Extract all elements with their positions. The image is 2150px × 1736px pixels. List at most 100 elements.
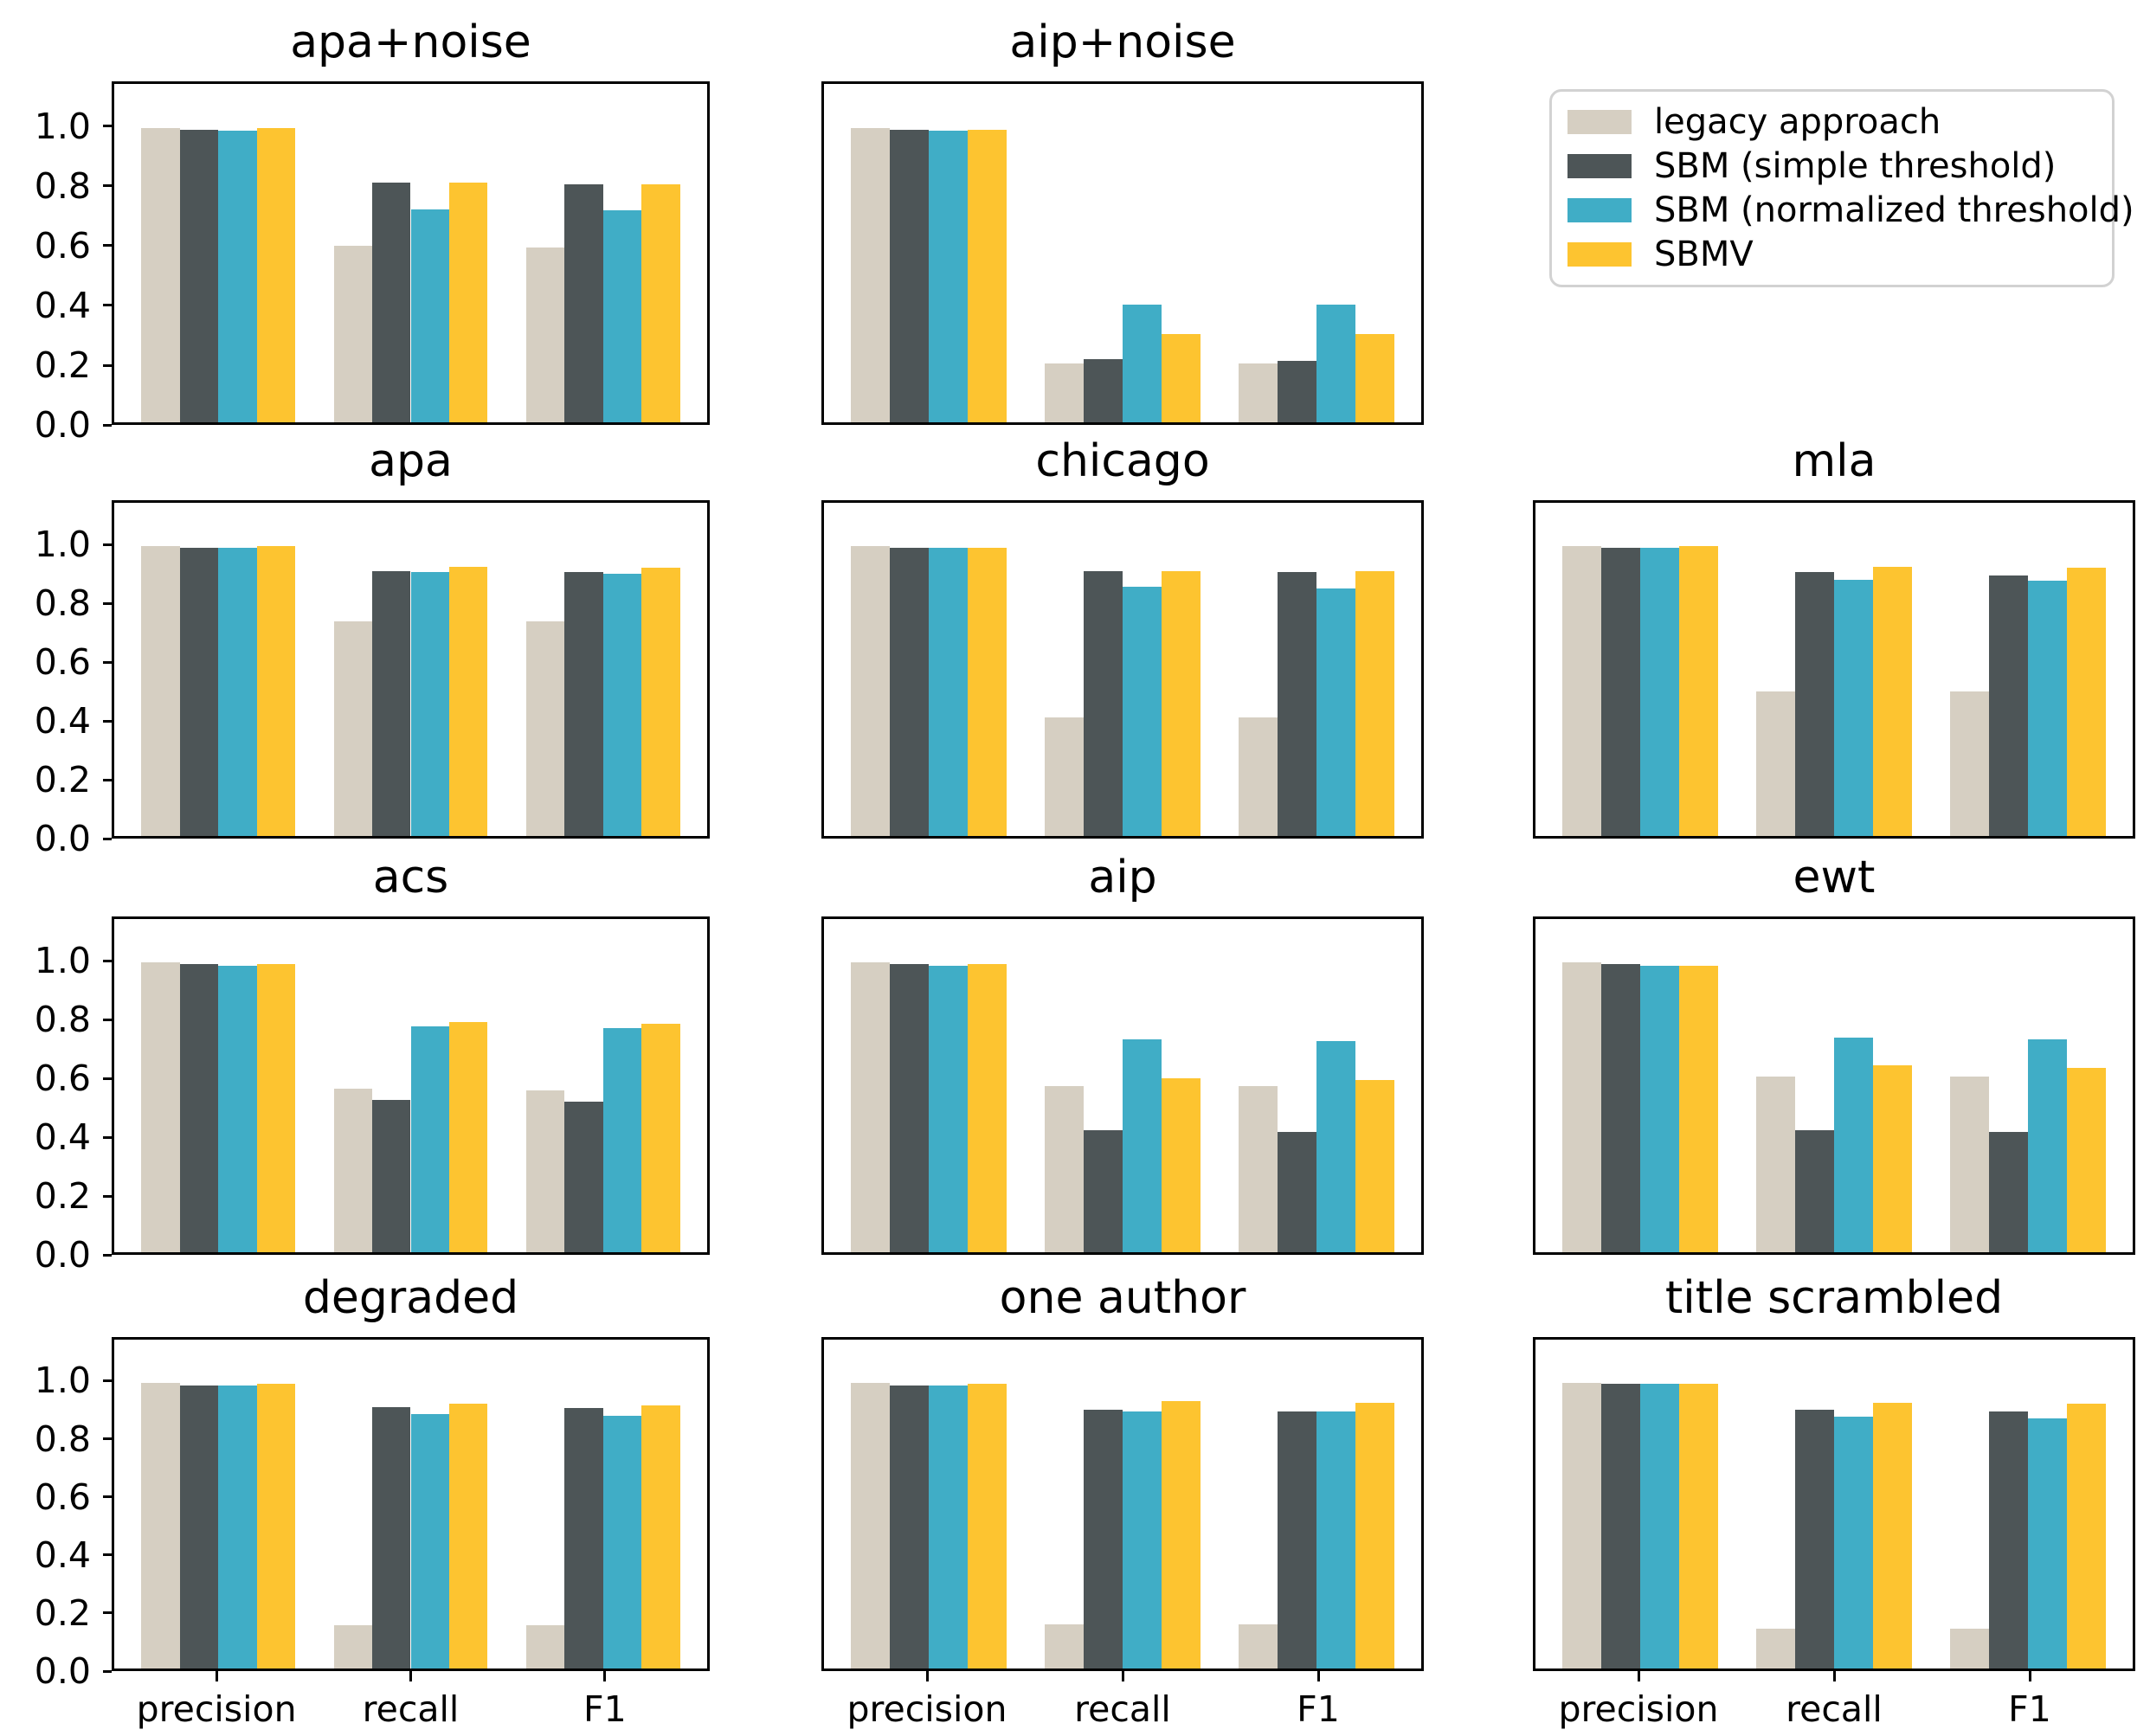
x-axis-tick	[1637, 1671, 1640, 1681]
y-axis-tick	[103, 304, 112, 307]
bar-recall-series-2	[1834, 1038, 1873, 1252]
subplot-title-chicago: chicago	[1035, 435, 1210, 487]
bar-precision-series-3	[967, 547, 1007, 836]
x-axis-tick-label: F1	[583, 1688, 627, 1730]
y-axis-tick	[103, 1669, 112, 1673]
bar-precision-series-2	[928, 965, 968, 1252]
subplot-title-acs: acs	[372, 852, 449, 903]
x-axis-tick	[1316, 1671, 1320, 1681]
bar-F1-series-3	[1355, 334, 1394, 422]
bar-precision-series-3	[967, 963, 1007, 1252]
bar-precision-series-3	[1678, 546, 1718, 836]
bar-F1-series-3	[641, 1405, 680, 1668]
bar-precision-series-3	[967, 129, 1007, 422]
bar-F1-series-0	[525, 247, 565, 422]
bar-precision-series-3	[256, 1384, 296, 1668]
x-axis-tick-label: precision	[846, 1688, 1007, 1730]
y-axis-tick-label: 0.8	[34, 164, 91, 207]
bar-recall-series-3	[448, 566, 488, 836]
bar-precision-series-2	[1639, 547, 1679, 836]
y-axis-tick	[103, 1135, 112, 1139]
x-axis-tick	[603, 1671, 607, 1681]
y-axis-tick	[103, 601, 112, 605]
y-axis-tick-label: 0.0	[34, 1650, 91, 1692]
y-axis-tick	[103, 1379, 112, 1382]
y-axis-tick-label: 0.4	[34, 700, 91, 742]
bar-recall-series-3	[448, 1404, 488, 1668]
y-axis-tick-label: 0.2	[34, 759, 91, 800]
y-axis-tick-label: 0.6	[34, 224, 91, 267]
plot-area-ewt	[1533, 916, 2135, 1255]
bar-recall-series-0	[1756, 1077, 1796, 1252]
x-axis-tick	[1832, 1671, 1836, 1681]
bar-recall-series-1	[1084, 358, 1123, 422]
bar-precision-series-0	[141, 128, 180, 422]
y-axis-tick	[103, 125, 112, 128]
subplot-title-mla: mla	[1792, 435, 1876, 487]
y-axis-tick	[103, 363, 112, 367]
bar-recall-series-3	[448, 182, 488, 422]
x-axis-tick	[925, 1671, 929, 1681]
y-axis-tick	[103, 1495, 112, 1499]
bar-recall-series-0	[333, 1088, 372, 1252]
bar-precision-series-3	[967, 1384, 1007, 1668]
bar-precision-series-1	[179, 963, 219, 1252]
bar-F1-series-1	[564, 572, 603, 836]
bar-recall-series-1	[372, 182, 411, 422]
y-axis-tick	[103, 423, 112, 427]
bar-F1-series-1	[564, 1101, 603, 1252]
bar-precision-series-3	[1678, 1384, 1718, 1668]
y-axis-tick	[103, 959, 112, 962]
bar-F1-series-0	[1239, 1085, 1278, 1252]
plot-area-mla	[1533, 500, 2135, 839]
bar-recall-series-3	[1161, 570, 1201, 836]
y-axis-tick	[103, 1611, 112, 1615]
bar-precision-series-3	[256, 963, 296, 1252]
bar-F1-series-0	[1950, 691, 1990, 836]
bar-F1-series-1	[1989, 575, 2029, 836]
legend-entry-label: SBM (normalized threshold)	[1654, 190, 2134, 230]
x-axis-tick	[1121, 1671, 1124, 1681]
bar-F1-series-0	[1950, 1628, 1990, 1668]
bar-precision-series-1	[890, 1385, 929, 1668]
y-axis-tick-label: 0.6	[34, 1058, 91, 1099]
bar-F1-series-3	[2066, 568, 2106, 836]
x-axis-tick-label: recall	[1786, 1688, 1883, 1730]
bar-precision-series-3	[256, 128, 296, 422]
bar-recall-series-3	[1872, 566, 1912, 836]
bar-recall-series-2	[1123, 587, 1162, 836]
bar-F1-series-2	[1316, 1411, 1355, 1668]
x-axis-tick-label: F1	[2008, 1688, 2051, 1730]
bar-precision-series-1	[1601, 963, 1640, 1252]
bar-F1-series-1	[1278, 360, 1317, 422]
y-axis-tick-label: 0.2	[34, 1591, 91, 1634]
bar-F1-series-0	[1950, 1077, 1990, 1252]
bar-recall-series-1	[1795, 1130, 1834, 1252]
bar-F1-series-2	[2028, 581, 2067, 836]
bar-recall-series-3	[1161, 334, 1201, 422]
y-axis-tick-label: 0.0	[34, 404, 91, 446]
plot-area-one-author	[821, 1337, 1424, 1671]
bar-F1-series-2	[1316, 588, 1355, 836]
bar-precision-series-2	[218, 965, 257, 1252]
plot-area-aip-noise	[821, 81, 1424, 425]
bar-precision-series-1	[890, 547, 929, 836]
y-axis-tick	[103, 184, 112, 188]
bar-precision-series-2	[1639, 1384, 1679, 1668]
bar-F1-series-0	[525, 1625, 565, 1668]
legend-entry-label: SBMV	[1654, 235, 1754, 274]
bar-recall-series-2	[1834, 1417, 1873, 1668]
bar-F1-series-2	[602, 1027, 642, 1252]
bar-F1-series-2	[602, 1415, 642, 1668]
bar-precision-series-1	[179, 547, 219, 836]
bar-F1-series-1	[1278, 572, 1317, 836]
y-axis-tick-label: 0.8	[34, 1418, 91, 1460]
bar-recall-series-2	[1123, 1411, 1162, 1668]
bar-precision-series-0	[1562, 962, 1602, 1252]
bar-F1-series-3	[2066, 1068, 2106, 1252]
y-axis-tick-label: 0.8	[34, 999, 91, 1040]
subplot-title-aip-noise: aip+noise	[1009, 16, 1236, 68]
x-axis-tick-label: precision	[1558, 1688, 1719, 1730]
bar-recall-series-3	[1161, 1401, 1201, 1668]
